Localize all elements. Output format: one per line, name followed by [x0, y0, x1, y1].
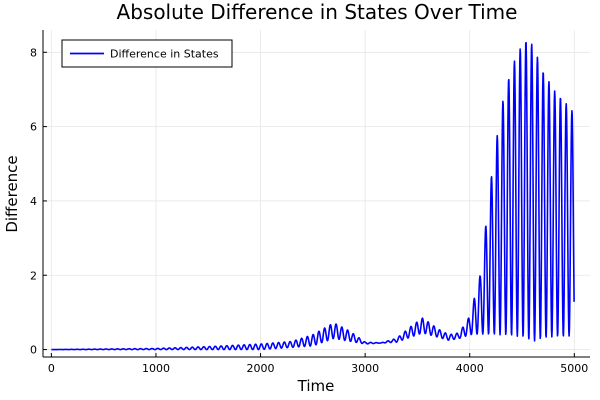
- y-axis-label: Difference: [3, 155, 21, 232]
- x-tick-label: 3000: [351, 362, 379, 375]
- legend-entry-difference-in-states: Difference in States: [110, 48, 219, 61]
- y-tick-label: 6: [30, 121, 37, 134]
- x-axis-label: Time: [297, 377, 335, 395]
- x-tick-label: 1000: [142, 362, 170, 375]
- y-tick-label: 4: [30, 195, 37, 208]
- legend: Difference in States: [61, 39, 233, 68]
- series-line-difference-in-states: [50, 41, 575, 351]
- x-tick-label: 4000: [456, 362, 484, 375]
- ticks: 0 1000 2000 3000 4000 5000 0 2 4 6 8: [30, 46, 588, 375]
- x-tick-label: 5000: [560, 362, 588, 375]
- chart-title: Absolute Difference in States Over Time: [117, 0, 518, 24]
- y-tick-label: 8: [30, 46, 37, 59]
- x-tick-label: 0: [48, 362, 55, 375]
- y-tick-label: 0: [30, 344, 37, 357]
- y-tick-label: 2: [30, 269, 37, 282]
- x-tick-label: 2000: [247, 362, 275, 375]
